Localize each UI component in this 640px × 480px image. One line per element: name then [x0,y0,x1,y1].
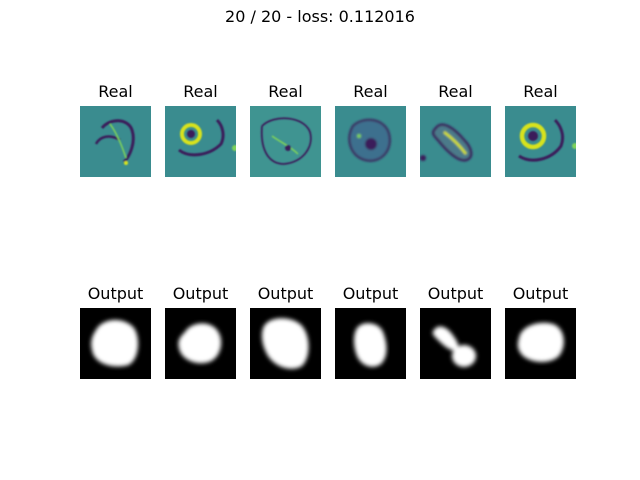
output-image-4 [335,308,406,379]
panel-label: Real [183,82,218,101]
panel-label: Output [172,284,229,303]
real-image-3 [250,106,321,177]
panel-label: Real [98,82,133,101]
panel-label: Real [523,82,558,101]
real-image-5 [420,106,491,177]
panel-label: Output [87,284,144,303]
panel-label: Output [257,284,314,303]
panel-label: Real [438,82,473,101]
panel-label: Output [512,284,569,303]
real-image-2 [165,106,236,177]
output-image-3 [250,308,321,379]
figure-title: 20 / 20 - loss: 0.112016 [225,7,415,26]
real-image-1 [80,106,151,177]
panel-label: Real [353,82,388,101]
output-image-2 [165,308,236,379]
output-image-6 [505,308,576,379]
panel-label: Output [427,284,484,303]
real-image-4 [335,106,406,177]
panel-label: Real [268,82,303,101]
panel-label: Output [342,284,399,303]
real-image-6 [505,106,576,177]
output-image-1 [80,308,151,379]
output-image-5 [420,308,491,379]
